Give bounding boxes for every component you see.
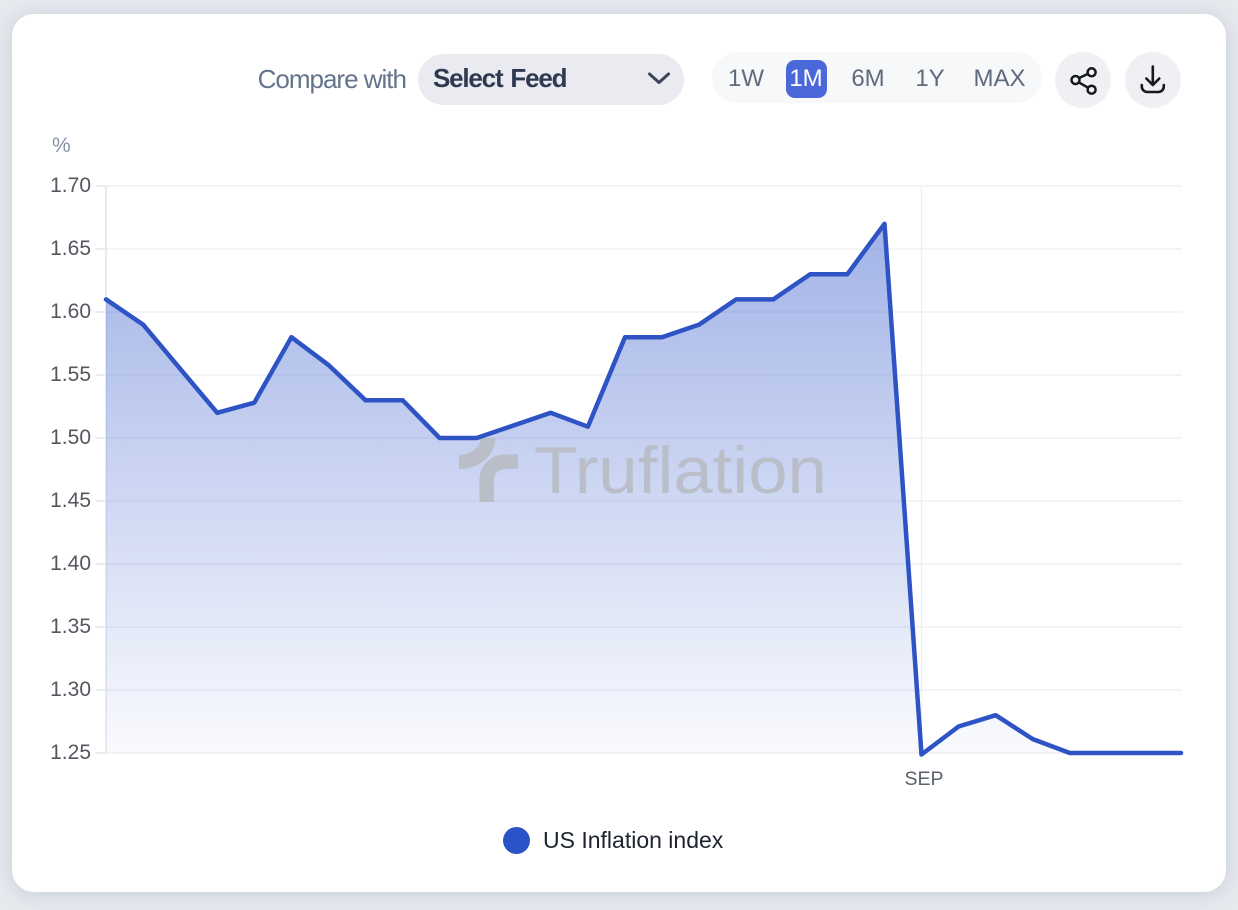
svg-text:Truflation: Truflation [534,433,827,507]
